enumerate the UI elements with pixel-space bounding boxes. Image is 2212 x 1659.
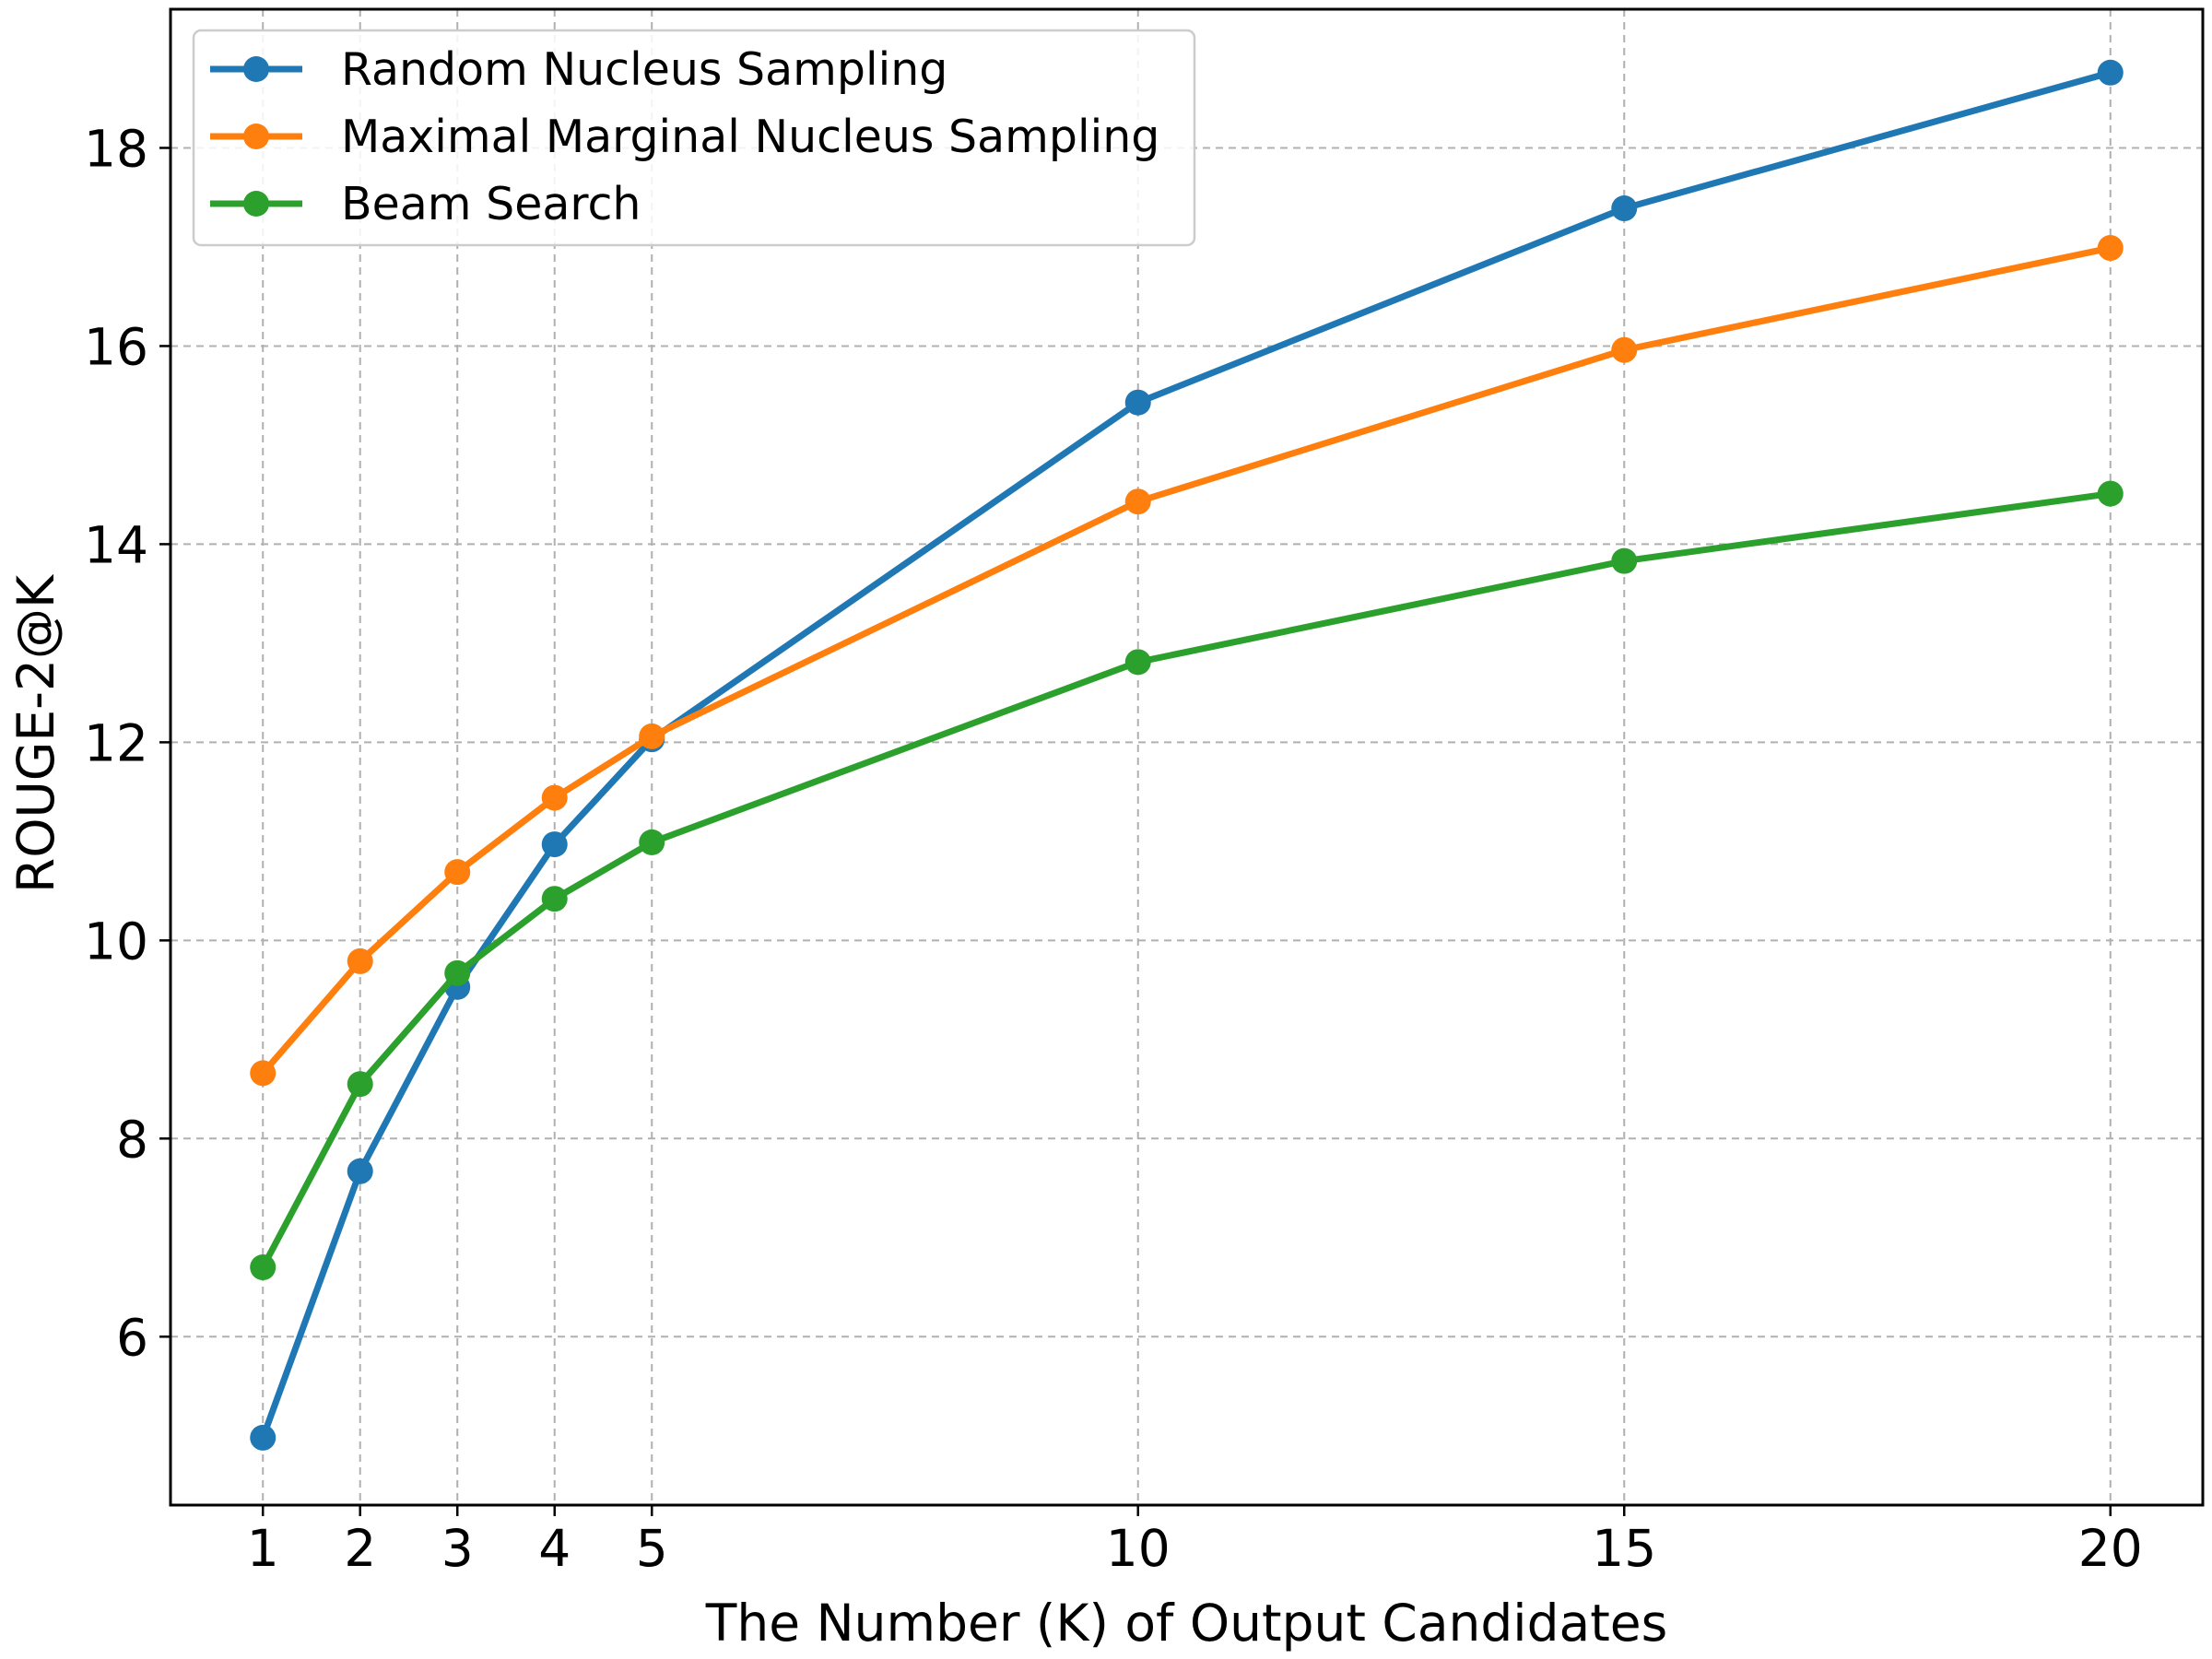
y-axis-label: ROUGE-2@K xyxy=(6,573,65,893)
data-point-1-5 xyxy=(1124,488,1151,515)
legend-marker-1 xyxy=(243,124,269,149)
y-tick-label: 18 xyxy=(84,119,148,178)
data-point-2-5 xyxy=(1124,649,1151,676)
data-point-2-7 xyxy=(2097,480,2124,507)
legend-marker-0 xyxy=(243,56,269,82)
y-tick-label: 8 xyxy=(116,1110,148,1169)
x-tick-label: 4 xyxy=(538,1519,571,1578)
data-point-1-1 xyxy=(347,947,373,974)
y-tick-label: 6 xyxy=(116,1308,148,1367)
y-tick-label: 10 xyxy=(84,912,148,971)
x-tick-label: 10 xyxy=(1106,1519,1171,1578)
data-point-2-0 xyxy=(250,1254,276,1281)
legend-marker-2 xyxy=(243,191,269,217)
y-tick-label: 12 xyxy=(84,713,148,772)
data-point-1-7 xyxy=(2097,235,2124,262)
y-tick-label: 14 xyxy=(84,515,148,574)
data-point-1-6 xyxy=(1611,336,1638,363)
data-point-1-2 xyxy=(444,859,471,886)
data-point-1-4 xyxy=(639,723,665,749)
data-point-2-6 xyxy=(1611,547,1638,574)
x-tick-label: 2 xyxy=(344,1519,376,1578)
legend-label-0: Random Nucleus Sampling xyxy=(341,43,947,96)
x-tick-label: 15 xyxy=(1592,1519,1656,1578)
data-point-0-0 xyxy=(250,1424,276,1451)
data-point-0-6 xyxy=(1611,195,1638,222)
legend: Random Nucleus Sampling Maximal Marginal … xyxy=(192,29,1196,247)
plot-frame xyxy=(169,7,2205,1507)
legend-label-2: Beam Search xyxy=(341,178,641,230)
legend-label-1: Maximal Marginal Nucleus Sampling xyxy=(341,111,1159,163)
data-point-1-0 xyxy=(250,1060,276,1087)
series-line-2 xyxy=(259,490,2114,1271)
data-point-0-5 xyxy=(1124,389,1151,416)
x-tick-label: 5 xyxy=(636,1519,668,1578)
data-point-0-1 xyxy=(347,1158,373,1184)
x-axis-label: The Number (K) of Output Candidates xyxy=(705,1594,1668,1653)
data-point-2-3 xyxy=(541,886,568,912)
data-point-0-7 xyxy=(2097,59,2124,86)
y-tick-label: 16 xyxy=(84,317,148,376)
x-tick-label: 3 xyxy=(441,1519,474,1578)
data-point-2-1 xyxy=(347,1071,373,1098)
series-lines xyxy=(250,59,2124,1451)
x-tick-label: 1 xyxy=(247,1519,279,1578)
series-line-1 xyxy=(259,244,2114,1077)
data-point-2-2 xyxy=(444,959,471,986)
data-point-1-3 xyxy=(541,784,568,811)
legend-box xyxy=(192,29,1196,247)
x-tick-label: 20 xyxy=(2078,1519,2143,1578)
data-point-2-4 xyxy=(639,829,665,855)
data-point-0-3 xyxy=(541,831,568,858)
series-line-0 xyxy=(259,69,2114,1441)
